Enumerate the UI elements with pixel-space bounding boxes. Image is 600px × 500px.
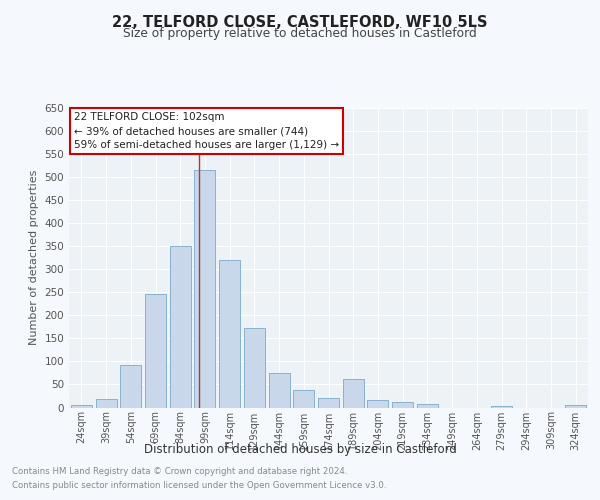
Bar — [392, 402, 413, 407]
Bar — [565, 405, 586, 407]
Bar — [293, 390, 314, 407]
Bar — [95, 399, 116, 407]
Text: Size of property relative to detached houses in Castleford: Size of property relative to detached ho… — [123, 28, 477, 40]
Y-axis label: Number of detached properties: Number of detached properties — [29, 170, 39, 345]
Bar — [219, 260, 240, 408]
Bar — [120, 365, 141, 408]
Bar — [170, 246, 191, 408]
Text: 22, TELFORD CLOSE, CASTLEFORD, WF10 5LS: 22, TELFORD CLOSE, CASTLEFORD, WF10 5LS — [112, 15, 488, 30]
Text: Distribution of detached houses by size in Castleford: Distribution of detached houses by size … — [143, 442, 457, 456]
Bar — [194, 170, 215, 408]
Bar — [269, 373, 290, 408]
Bar — [145, 294, 166, 408]
Bar — [417, 404, 438, 407]
Bar — [491, 406, 512, 407]
Bar — [343, 379, 364, 408]
Text: Contains public sector information licensed under the Open Government Licence v3: Contains public sector information licen… — [12, 481, 386, 490]
Text: 22 TELFORD CLOSE: 102sqm
← 39% of detached houses are smaller (744)
59% of semi-: 22 TELFORD CLOSE: 102sqm ← 39% of detach… — [74, 112, 340, 150]
Bar — [367, 400, 388, 407]
Bar — [318, 398, 339, 407]
Text: Contains HM Land Registry data © Crown copyright and database right 2024.: Contains HM Land Registry data © Crown c… — [12, 467, 347, 476]
Bar — [71, 405, 92, 407]
Bar — [244, 328, 265, 407]
